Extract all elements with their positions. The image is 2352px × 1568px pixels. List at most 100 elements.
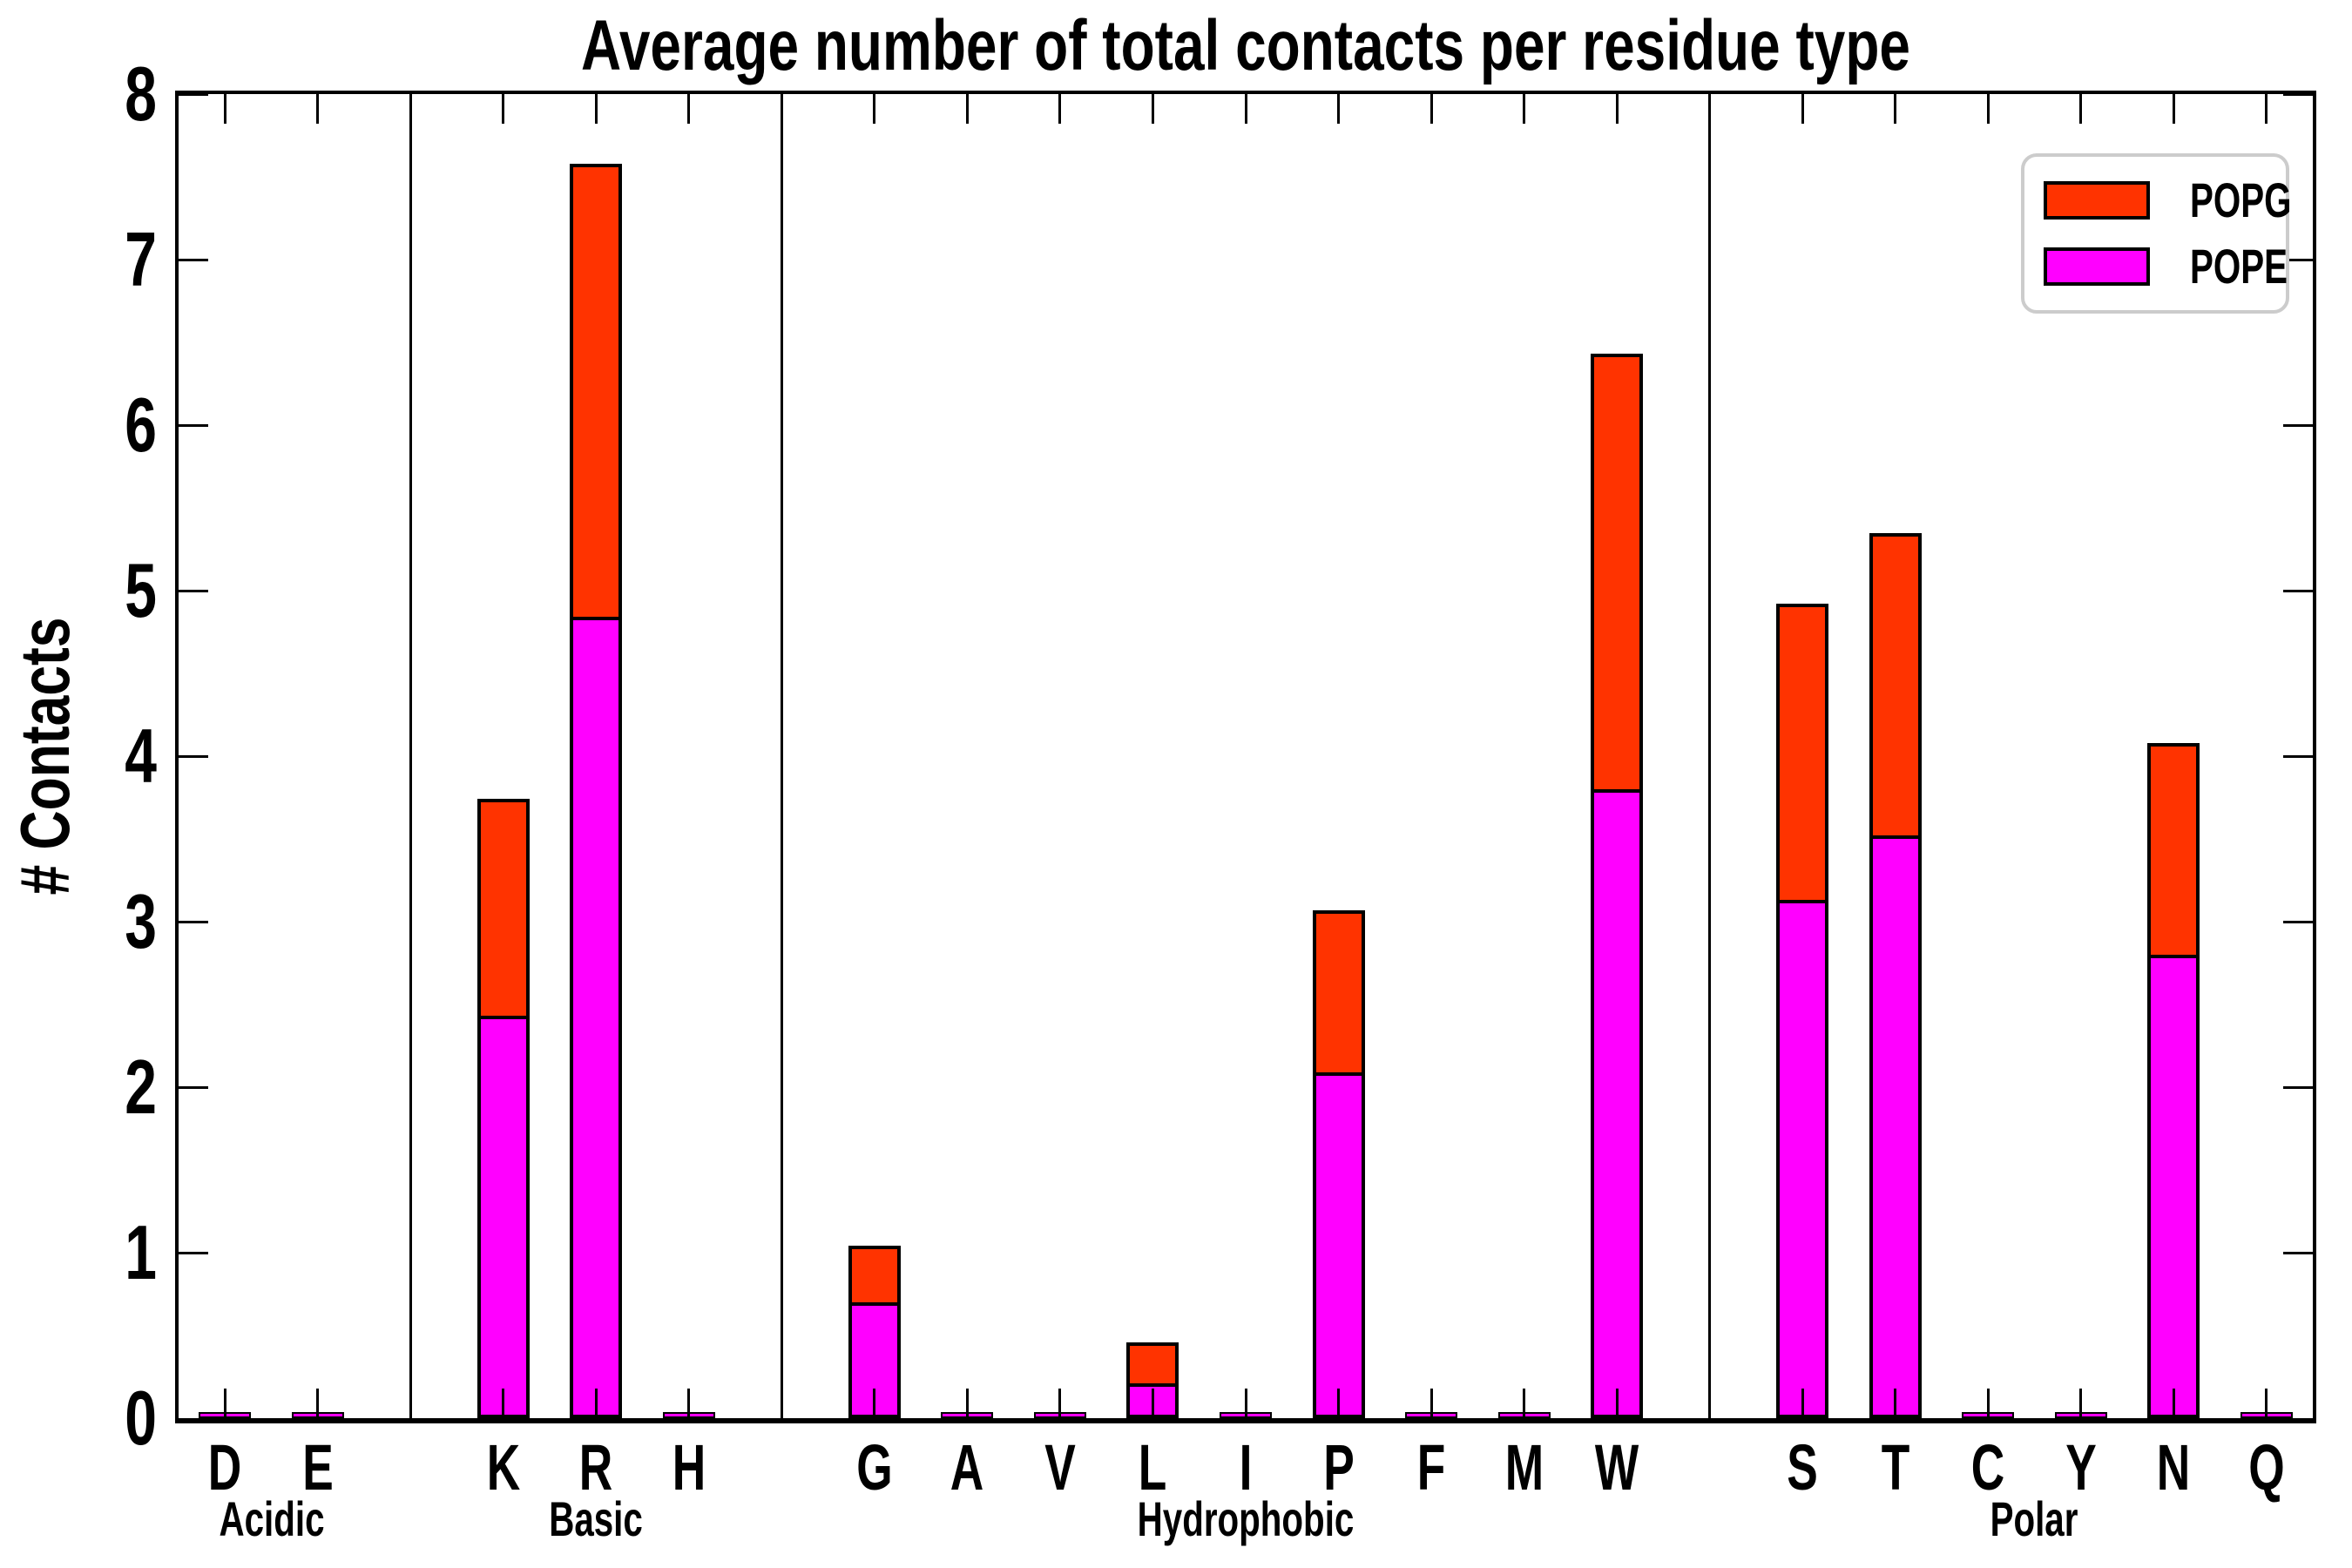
x-tick-label-N: N [2156,1431,2191,1504]
x-tick-top [223,94,226,124]
bar-G-popg [848,1246,901,1306]
x-tick-label-Y: Y [2065,1431,2097,1504]
bar-S-pope [1776,900,1829,1418]
y-tick-right [2283,920,2313,923]
y-tick-left [179,1085,208,1089]
x-tick-top [1058,94,1062,124]
bar-S-popg [1776,604,1829,904]
bar-K-popg [476,799,530,1020]
x-tick-label-K: K [486,1431,521,1504]
y-tick-label: 2 [0,1049,157,1125]
y-tick-right [2283,423,2313,427]
x-tick-label-G: G [856,1431,893,1504]
y-tick-left [179,1251,208,1254]
x-tick-top [2079,94,2083,124]
y-tick-value: 0 [125,1375,157,1461]
y-tick-left [179,920,208,923]
x-tick-bottom [1615,1389,1619,1418]
group-separator-line [780,94,783,1418]
x-tick-label-H: H [672,1431,706,1504]
legend-label-pope: POPE [2190,239,2288,294]
x-tick-bottom [2079,1389,2083,1418]
y-tick-label: 7 [0,221,157,298]
x-tick-bottom [1986,1389,1990,1418]
y-tick-right [2283,589,2313,592]
x-tick-top [873,94,876,124]
y-tick-label: 5 [0,552,157,629]
y-tick-value: 8 [125,51,157,137]
bar-N-popg [2147,742,2200,958]
y-tick-value: 1 [125,1209,157,1295]
y-tick-label: 8 [0,56,157,132]
bar-R-pope [570,617,623,1418]
y-tick-label: 4 [0,718,157,794]
x-tick-top [1244,94,1247,124]
x-tick-bottom [1523,1389,1526,1418]
legend-entry-pope: POPE [2044,239,2288,294]
x-tick-bottom [1801,1389,1804,1418]
x-tick-top [2172,94,2175,124]
x-tick-bottom [502,1389,505,1418]
x-tick-top [502,94,505,124]
x-tick-label-T: T [1881,1431,1909,1504]
y-tick-label: 0 [0,1380,157,1456]
group-label-acidic: Acidic [219,1491,325,1546]
x-tick-label-P: P [1322,1431,1355,1504]
x-tick-bottom [409,1389,412,1418]
x-tick-label-F: F [1416,1431,1446,1504]
x-axis-baseline [175,1418,2316,1423]
x-tick-top [1429,94,1433,124]
x-tick-top [594,94,598,124]
chart-title: Average number of total contacts per res… [581,6,1910,85]
x-tick-bottom [1337,1389,1341,1418]
x-tick-bottom [1894,1389,1897,1418]
x-tick-bottom [316,1389,320,1418]
x-tick-label-S: S [1787,1431,1818,1504]
y-tick-value: 6 [125,382,157,468]
bar-W-pope [1591,789,1644,1418]
x-tick-label-C: C [1970,1431,2005,1504]
y-tick-label: 3 [0,883,157,960]
x-tick-top [2265,94,2268,124]
x-tick-label-I: I [1239,1431,1253,1504]
bar-K-pope [476,1016,530,1418]
y-tick-right [2283,258,2313,261]
y-tick-value: 2 [125,1044,157,1130]
bar-W-popg [1591,354,1644,793]
x-tick-top [1615,94,1619,124]
x-tick-bottom [1244,1389,1247,1418]
x-tick-label-V: V [1044,1431,1076,1504]
x-tick-label-A: A [950,1431,984,1504]
legend: POPG POPE [2021,153,2292,314]
x-tick-top [780,94,783,124]
x-tick-bottom [780,1389,783,1418]
x-tick-label-M: M [1504,1431,1544,1504]
group-label-basic: Basic [549,1491,644,1546]
x-tick-top [1801,94,1804,124]
bar-R-popg [570,163,623,621]
popg-color-swatch [2044,181,2150,220]
y-tick-left [179,92,208,96]
x-tick-label-W: W [1594,1431,1639,1504]
x-tick-label-E: E [302,1431,334,1504]
y-tick-label: 6 [0,387,157,463]
y-tick-value: 7 [125,216,157,302]
pope-color-swatch [2044,247,2150,286]
plot-left-spine [175,91,179,1422]
bar-L-popg [1126,1342,1179,1388]
y-tick-right [2283,92,2313,96]
x-tick-top [687,94,691,124]
x-tick-bottom [873,1389,876,1418]
y-tick-right [2283,1085,2313,1089]
group-label-polar: Polar [1990,1491,2078,1546]
x-tick-top [965,94,969,124]
plot-right-spine [2313,91,2316,1422]
x-tick-label-L: L [1139,1431,1167,1504]
x-tick-top [1337,94,1341,124]
y-tick-value: 4 [125,713,157,799]
y-tick-right [2283,754,2313,758]
x-tick-bottom [1429,1389,1433,1418]
bar-T-pope [1869,835,1922,1418]
legend-label-popg: POPG [2190,172,2292,227]
